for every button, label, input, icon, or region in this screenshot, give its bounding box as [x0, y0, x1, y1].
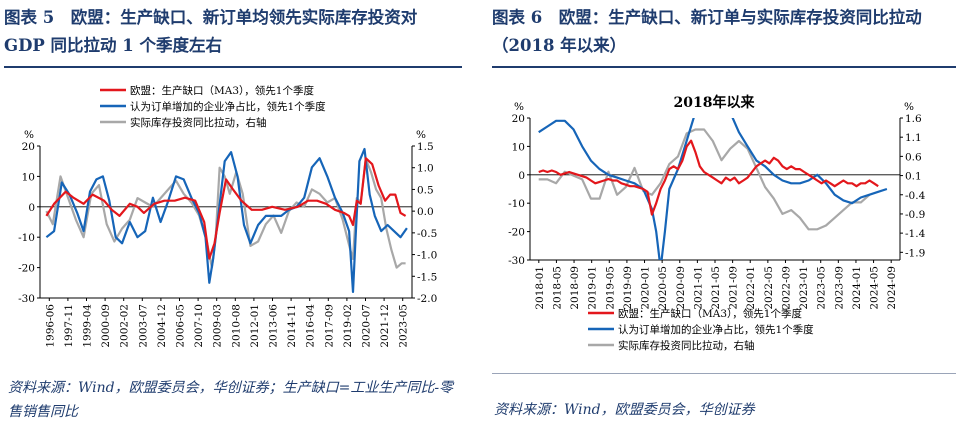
- y-tick-label-left: 0: [518, 170, 525, 182]
- y-tick-label-left: 10: [22, 171, 35, 183]
- x-tick-label: 2004-12: [156, 304, 168, 348]
- y-tick-label-left: 20: [22, 141, 35, 153]
- x-tick-label: 2019-01: [587, 266, 599, 310]
- chart-inner-title: 2018年以来: [674, 94, 756, 111]
- y-tick-label-right: -0.9: [905, 209, 925, 221]
- x-tick-label: 2024-05: [869, 266, 881, 310]
- y-tick-label-right: 0.1: [905, 171, 922, 183]
- x-tick-label: 2024-09: [886, 266, 898, 310]
- y-tick-label-right: 1.0: [417, 163, 434, 175]
- x-tick-label: 2020-09: [675, 266, 687, 310]
- series-line-1: [538, 118, 888, 260]
- source-divider: [492, 373, 956, 374]
- y-tick-label-right: -1.0: [417, 250, 437, 262]
- y-tick-label-right: 0.5: [417, 184, 434, 196]
- x-tick-label: 2007-10: [193, 304, 205, 348]
- x-tick-label: 1997-11: [63, 304, 75, 348]
- x-tick-label: 2003-07: [137, 304, 149, 348]
- y-tick-label-left: 20: [512, 113, 525, 125]
- x-tick-label: 2017-09: [323, 304, 335, 348]
- x-tick-label: 1996-06: [44, 304, 56, 348]
- x-tick-label: 2000-09: [100, 304, 112, 348]
- y-tick-label-right: 1.5: [417, 141, 434, 153]
- x-tick-label: 2019-09: [622, 266, 634, 310]
- x-tick-label: 2013-06: [268, 304, 280, 348]
- x-tick-label: 2014-11: [286, 304, 298, 348]
- y-tick-label-left: -20: [18, 263, 35, 275]
- y-tick-label-left: -10: [18, 232, 35, 244]
- x-tick-label: 2021-09: [728, 266, 740, 310]
- x-tick-label: 2022-09: [780, 266, 792, 310]
- x-tick-label: 2010-08: [230, 304, 242, 348]
- x-tick-label: 2019-02: [342, 304, 354, 348]
- x-tick-label: 2021-12: [379, 304, 391, 348]
- x-tick-label: 2023-01: [798, 266, 810, 310]
- x-tick-label: 2018-01: [534, 266, 546, 310]
- series-line-2: [538, 128, 871, 231]
- figure-title: 图表 6 欧盟：生产缺口、新订单与实际库存投资同比拉动（2018 年以来）: [492, 8, 922, 55]
- series-line-0: [538, 139, 879, 216]
- source-note: 资料来源：Wind，欧盟委员会，华创证券: [494, 402, 755, 418]
- x-tick-label: 2019-05: [604, 266, 616, 310]
- legend-label: 实际库存投资同比拉动，右轴: [130, 116, 267, 129]
- figure-title: 图表 5 欧盟：生产缺口、新订单均领先实际库存投资对 GDP 同比拉动 1 个季…: [4, 8, 418, 55]
- y-unit-right: %: [416, 129, 426, 141]
- y-tick-label-left: -20: [508, 227, 525, 239]
- source-note: 资料来源：Wind，欧盟委员会，华创证券；生产缺口=工业生产同比-零售销售同比: [8, 380, 454, 420]
- y-tick-label-right: 0.6: [905, 151, 922, 163]
- x-tick-label: 2022-01: [745, 266, 757, 310]
- legend-label: 认为订单增加的企业净占比，领先1个季度: [130, 100, 326, 113]
- y-tick-label-right: 0.0: [417, 206, 434, 218]
- y-tick-label-left: -10: [508, 198, 525, 210]
- y-tick-label-right: 1.1: [905, 132, 922, 144]
- x-tick-label: 2021-01: [692, 266, 704, 310]
- x-tick-label: 2024-01: [851, 266, 863, 310]
- x-tick-label: 1999-04: [82, 304, 94, 348]
- series-line-1: [45, 147, 408, 293]
- x-tick-label: 2023-09: [833, 266, 845, 310]
- x-tick-label: 2022-05: [763, 266, 775, 310]
- series-line-0: [45, 157, 407, 260]
- x-tick-label: 2002-02: [119, 304, 131, 348]
- x-tick-label: 2023-05: [816, 266, 828, 310]
- left-chart: % %20100-10-20-301.51.00.50.0-0.5-1.0-1.5…: [18, 84, 437, 348]
- x-tick-label: 2012-01: [249, 304, 261, 348]
- y-tick-label-right: -0.5: [417, 228, 437, 240]
- x-tick-label: 2018-09: [569, 266, 581, 310]
- x-tick-label: 2021-05: [710, 266, 722, 310]
- y-tick-label-right: -1.9: [905, 247, 925, 259]
- right-chart: % %20100-10-20-301.61.10.60.1-0.4-0.9-1.4…: [508, 94, 926, 352]
- legend-label: 认为订单增加的企业净占比，领先1个季度: [618, 323, 814, 336]
- legend-label: 实际库存投资同比拉动，右轴: [618, 339, 755, 352]
- y-tick-label-right: -1.4: [905, 228, 926, 240]
- y-unit-left: %: [24, 129, 34, 141]
- x-tick-label: 2006-05: [175, 304, 187, 348]
- y-unit-right: %: [904, 101, 914, 113]
- y-tick-label-right: -0.4: [905, 190, 926, 202]
- x-tick-label: 2009-03: [212, 304, 224, 348]
- y-unit-left: %: [514, 101, 524, 113]
- y-tick-label-right: 1.6: [905, 113, 922, 125]
- x-tick-label: 2018-05: [551, 266, 563, 310]
- y-tick-label-left: 10: [512, 141, 525, 153]
- x-tick-label: 2016-04: [305, 304, 317, 348]
- title-rule: [4, 66, 462, 68]
- x-tick-label: 2023-05: [398, 304, 410, 348]
- y-tick-label-left: -30: [18, 293, 35, 305]
- y-tick-label-right: -2.0: [417, 293, 437, 305]
- legend-label: 欧盟：生产缺口（MA3），领先1个季度: [618, 307, 802, 320]
- y-tick-label-right: -1.5: [417, 271, 437, 283]
- title-rule: [492, 66, 956, 68]
- y-tick-label-left: 0: [28, 202, 35, 214]
- x-tick-label: 2020-01: [640, 266, 652, 310]
- x-tick-label: 2020-07: [361, 304, 373, 348]
- x-tick-label: 2020-05: [657, 266, 669, 310]
- y-tick-label-left: -30: [508, 255, 525, 267]
- legend-label: 欧盟：生产缺口（MA3），领先1个季度: [130, 84, 314, 97]
- series-line-2: [45, 157, 406, 269]
